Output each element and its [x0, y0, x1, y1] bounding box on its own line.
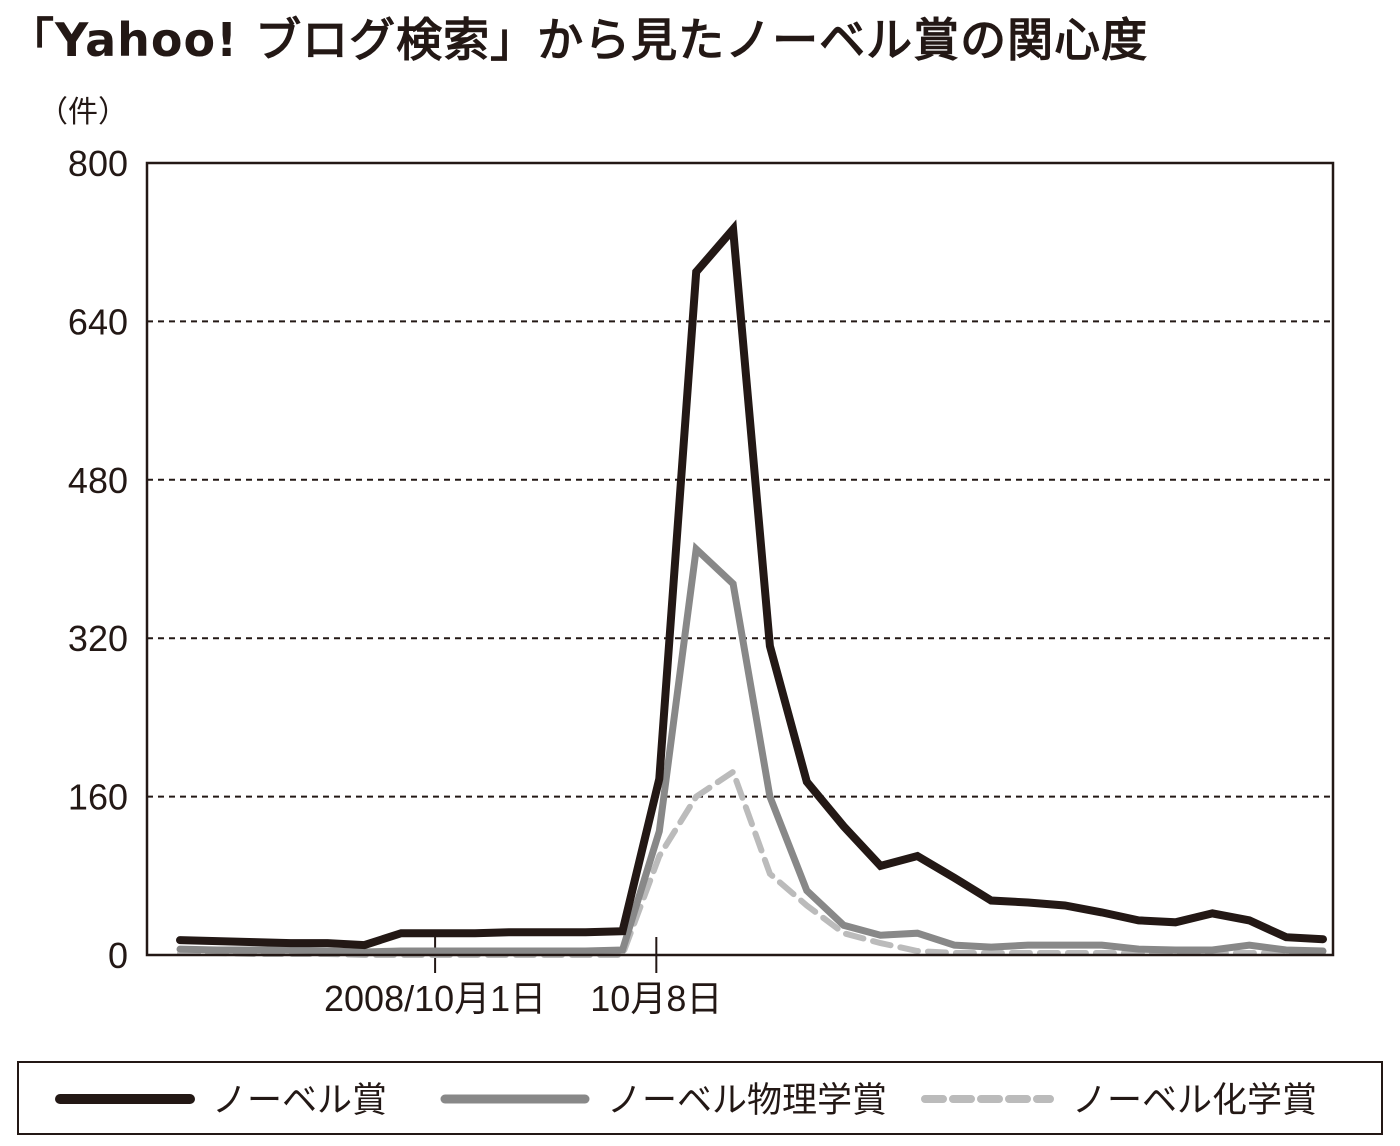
- series-line-3: [177, 767, 1326, 958]
- x-tick-label: 10月8日: [590, 978, 722, 1019]
- y-tick-label: 160: [68, 777, 128, 818]
- legend: ノーベル賞 ノーベル物理学賞 ノーベル化学賞: [17, 1061, 1383, 1135]
- y-tick-label: 640: [68, 301, 128, 342]
- series-line-1: [176, 219, 1327, 950]
- x-tick-label: 2008/10月1日: [324, 978, 546, 1019]
- y-axis-ticks: 0 160 320 480 640 800: [68, 143, 128, 976]
- legend-box: [17, 1061, 1383, 1135]
- x-axis-ticks: 2008/10月1日 10月8日: [324, 937, 722, 1019]
- legend-label: ノーベル化学賞: [1072, 1081, 1317, 1121]
- y-tick-label: 320: [68, 618, 128, 659]
- series-lines: [176, 219, 1327, 958]
- legend-label: ノーベル物理学賞: [607, 1081, 887, 1121]
- series-line-2: [176, 541, 1327, 956]
- y-tick-label: 800: [68, 143, 128, 184]
- y-tick-label: 480: [68, 460, 128, 501]
- grid-lines: [147, 320, 1333, 798]
- plot-frame: [145, 161, 1335, 957]
- chart-title: 「Yahoo! ブログ検索」から見たノーベル賞の関心度: [8, 13, 1149, 67]
- y-axis-unit-label: （件）: [38, 95, 128, 130]
- y-tick-label: 0: [108, 935, 128, 976]
- legend-label: ノーベル賞: [212, 1081, 387, 1121]
